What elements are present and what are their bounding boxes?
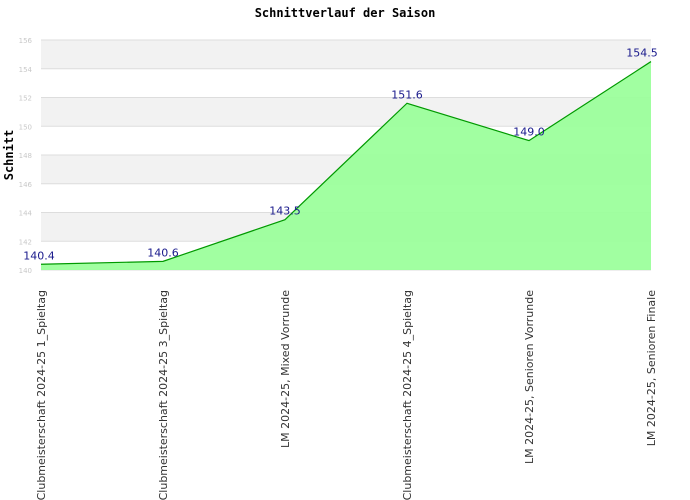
y-tick-label: 142 [19, 238, 32, 246]
x-tick-label: LM 2024-25, Mixed Vorrunde [279, 290, 292, 448]
x-tick-label: Clubmeisterschaft 2024-25 1_Spieltag [35, 290, 48, 500]
x-tick-label: LM 2024-25, Senioren Vorrunde [523, 290, 536, 464]
background-band [41, 40, 651, 69]
background-band [41, 68, 651, 98]
y-axis-ticks: 140 142 144 146 148 150 152 154 156 [19, 37, 33, 275]
x-tick-label: Clubmeisterschaft 2024-25 4_Spieltag [401, 290, 414, 500]
y-tick-label: 148 [19, 152, 32, 160]
data-label: 140.4 [23, 249, 55, 262]
y-tick-label: 144 [19, 210, 33, 218]
data-label: 154.5 [626, 47, 658, 60]
x-axis-ticks: Clubmeisterschaft 2024-25 1_Spieltag Club… [35, 290, 658, 500]
y-tick-label: 154 [19, 66, 33, 74]
area-layer [40, 61, 652, 270]
series-area [41, 61, 651, 270]
y-tick-label: 140 [19, 267, 32, 275]
background-band [41, 97, 651, 127]
y-axis-label: Schnitt [2, 130, 16, 181]
x-tick-label: Clubmeisterschaft 2024-25 3_Spieltag [157, 290, 170, 500]
data-labels: 140.4 140.6 143.5 151.6 149.0 154.5 [23, 47, 658, 263]
x-tick-label: LM 2024-25, Senioren Finale [645, 290, 658, 446]
y-tick-label: 150 [19, 123, 32, 131]
y-tick-label: 152 [19, 95, 32, 103]
data-label: 143.5 [269, 205, 301, 218]
y-tick-label: 146 [19, 181, 33, 189]
data-label: 151.6 [391, 88, 423, 101]
chart-title: Schnittverlauf der Saison [255, 6, 436, 20]
data-label: 140.6 [147, 246, 179, 259]
series-line [40, 61, 652, 265]
data-label: 149.0 [513, 126, 545, 139]
y-tick-label: 156 [19, 37, 33, 45]
